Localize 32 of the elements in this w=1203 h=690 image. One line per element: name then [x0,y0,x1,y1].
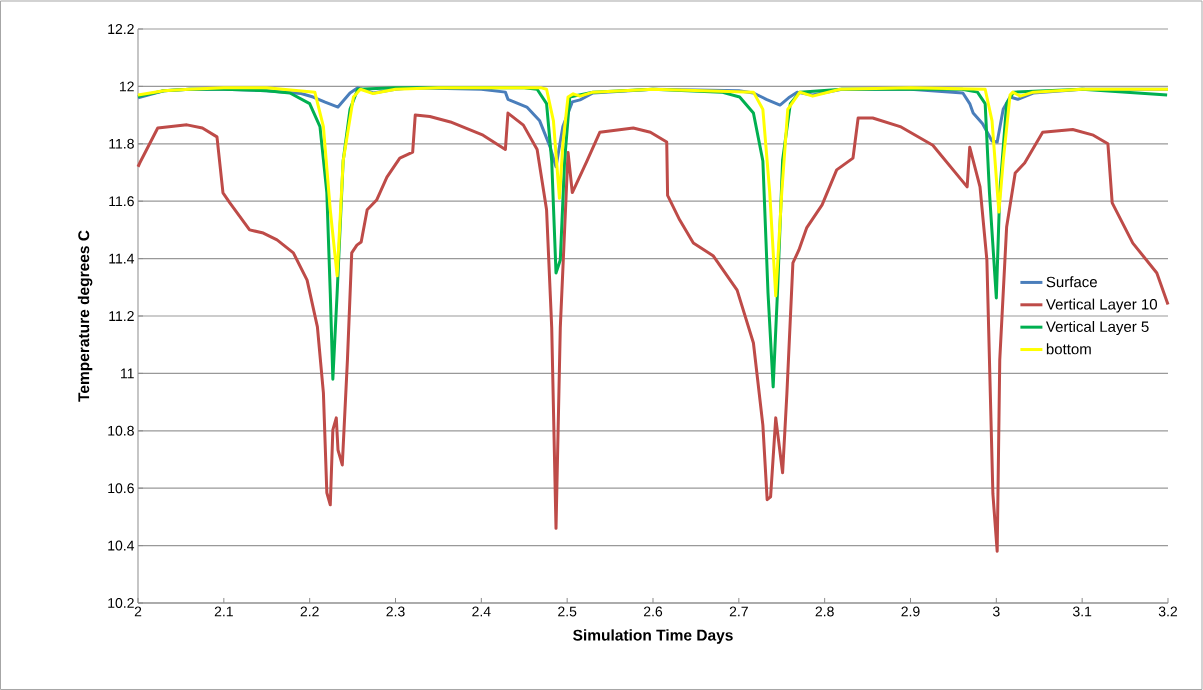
x-tick-label: 2.2 [300,606,319,617]
y-tick-label: 10.4 [108,540,135,551]
x-tick-label: 2.5 [558,606,577,617]
x-tick-label: 3.1 [1072,606,1092,617]
y-tick-label: 11.8 [109,138,134,149]
legend-label: Surface [1046,276,1097,288]
y-tick-label: 11.6 [109,196,134,207]
x-tick-label: 2.3 [386,606,405,617]
x-tick-label: 2.6 [643,606,663,617]
line-series [136,111,1170,553]
y-tick-label: 10.6 [108,483,134,494]
x-tick-label: 2.4 [472,606,491,617]
y-tick-label: 12.2 [108,24,134,34]
y-axis-title: Temperature degrees C [77,230,93,402]
y-tick-label: 10.8 [108,425,134,436]
x-tick-label: 2.7 [729,606,748,617]
x-tick-label: 3 [992,606,1000,617]
y-tick-label: 10.2 [108,598,134,608]
x-axis-title: Simulation Time Days [573,629,733,644]
line-series [136,86,1170,298]
legend-label: Vertical Layer 5 [1045,320,1149,335]
x-tick-label: 2.8 [815,606,834,617]
x-tick-label: 3.2 [1158,606,1178,617]
legend-label: Vertical Layer 10 [1045,298,1158,313]
x-tick-label: 2.9 [901,606,920,617]
y-tick-label: 12 [119,81,134,92]
x-tick-label: 2 [134,606,142,617]
y-tick-label: 11.2 [109,311,134,321]
legend-label: bottom [1046,343,1091,355]
y-tick-label: 11.4 [109,253,135,264]
x-tick-label: 2.1 [214,606,233,617]
y-tick-label: 11 [121,368,134,379]
